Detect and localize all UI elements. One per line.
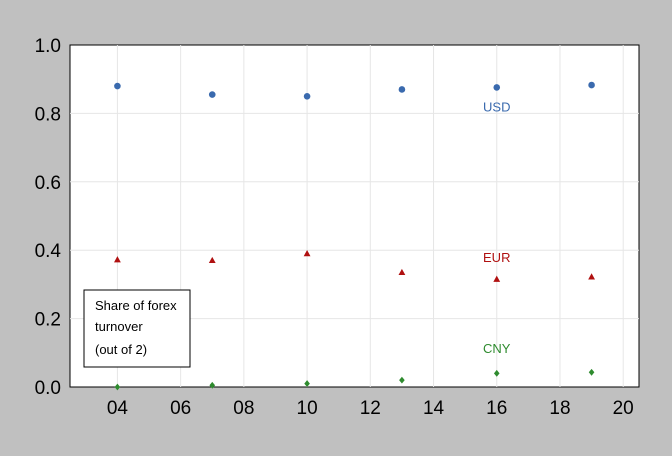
y-tick-label: 0.4 [35,241,62,262]
cny-point [209,381,216,389]
tick-labels: 04 06 08 10 12 14 16 18 20 0.0 0.2 0.4 0.6 0.8 1.0 [35,36,634,419]
annotation-line-2: turnover [95,319,143,334]
series-labels: USD EUR CNY [483,100,511,356]
x-tick-label: 16 [486,398,507,419]
annotation-frame [83,289,191,368]
eur-point [303,250,311,257]
usd-series-label: USD [483,100,510,115]
usd-point [588,81,595,89]
eur-point [398,268,406,276]
data-marks [114,81,595,391]
x-tick-label: 10 [297,398,318,419]
y-tick-label: 0.0 [35,378,61,399]
usd-point [114,82,121,90]
annotation-box: Share of forex turnover (out of 2) [83,289,191,368]
cny-point [114,383,121,391]
usd-point [208,91,216,98]
cny-point [588,368,595,376]
y-tick-label: 0.8 [35,104,61,125]
x-tick-label: 20 [613,398,634,419]
x-tick-label: 06 [170,398,191,419]
cny-point [304,380,310,387]
eur-point [208,256,216,264]
eur-series-label: EUR [483,250,510,265]
annotation-line-3: (out of 2) [95,342,147,357]
eur-point [493,275,501,282]
cny-point [399,376,405,384]
y-tick-label: 1.0 [35,36,61,57]
annotation-line-1: Share of forex [95,298,177,313]
x-tick-label: 04 [107,398,129,419]
usd-point [303,93,311,100]
usd-point [493,84,501,91]
cny-series-label: CNY [483,341,511,356]
x-tick-label: 14 [423,398,445,419]
usd-point [398,86,406,93]
eur-point [588,273,595,280]
cny-point [493,369,500,377]
y-tick-label: 0.2 [35,310,61,331]
x-tick-label: 18 [549,398,570,419]
y-tick-label: 0.6 [35,173,61,194]
x-tick-label: 12 [360,398,381,419]
x-tick-label: 08 [233,398,254,419]
eur-point [114,256,121,263]
